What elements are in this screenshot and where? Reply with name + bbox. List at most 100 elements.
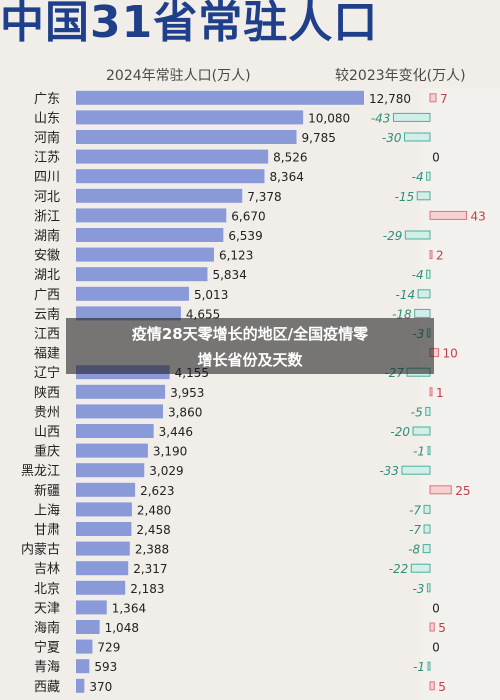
population-value-label: 2,183 <box>130 582 164 596</box>
change-bar-decrease <box>425 406 431 416</box>
chart-title: 中国31省常驻人口 <box>0 0 379 48</box>
change-value-label: -3 <box>412 582 424 596</box>
change-value-label: -18 <box>392 307 412 321</box>
population-bar <box>76 678 85 693</box>
change-value-label: 1 <box>436 386 444 400</box>
population-value-label: 593 <box>94 660 117 674</box>
province-label: 安徽 <box>34 249 60 264</box>
population-bar <box>76 443 148 458</box>
population-value-label: 2,317 <box>133 562 167 576</box>
population-value-label: 2,458 <box>136 523 170 537</box>
population-value-label: 4,655 <box>186 307 220 321</box>
change-value-label: 25 <box>455 484 470 498</box>
province-label: 天津 <box>34 601 60 616</box>
province-label: 湖南 <box>34 228 60 244</box>
change-value-label: -22 <box>389 562 409 576</box>
change-bar-decrease <box>426 583 431 593</box>
change-value-label: 7 <box>440 92 448 106</box>
change-value-label: 10 <box>443 347 458 361</box>
population-bar <box>76 267 208 282</box>
population-value-label: 3,860 <box>168 405 202 419</box>
province-label: 江苏 <box>34 150 60 166</box>
overlay-line-2: 增长省份及天数 <box>197 351 303 369</box>
province-label: 贵州 <box>34 405 60 420</box>
province-label: 辽宁 <box>34 365 60 381</box>
province-label: 新疆 <box>34 483 60 499</box>
province-label: 广东 <box>34 92 60 107</box>
overlay-caption: 疫情28天零增长的地区/全国疫情零 增长省份及天数 <box>66 318 434 374</box>
population-bar <box>76 522 132 536</box>
change-bar-decrease <box>412 426 431 436</box>
population-bar <box>76 541 130 556</box>
population-bar <box>76 130 297 144</box>
population-bar <box>76 149 269 164</box>
population-value-label: 5,013 <box>194 288 228 302</box>
province-label: 内蒙古 <box>21 542 60 558</box>
change-value-label: -4 <box>412 268 424 282</box>
population-value-label: 5,834 <box>212 268 246 282</box>
change-bar-increase <box>429 93 437 103</box>
population-value-label: 8,526 <box>273 151 307 165</box>
change-value-label: -20 <box>390 425 410 439</box>
change-value-label: 0 <box>432 641 440 655</box>
change-value-label: 0 <box>432 151 440 165</box>
population-bar <box>76 247 214 262</box>
population-bar <box>76 502 132 517</box>
change-bar-increase <box>429 387 433 397</box>
population-value-label: 8,364 <box>269 170 303 184</box>
province-label: 四川 <box>34 170 60 185</box>
change-bar-decrease <box>392 112 431 122</box>
population-value-label: 2,480 <box>137 503 171 517</box>
change-column-background <box>420 88 500 700</box>
population-bar <box>76 169 265 184</box>
change-value-label: -14 <box>395 288 415 302</box>
change-bar-decrease <box>423 524 431 534</box>
overlay-line-1: 疫情28天零增长的地区/全国疫情零 <box>131 325 369 343</box>
population-value-label: 3,953 <box>170 386 204 400</box>
population-value-label: 6,670 <box>231 209 265 223</box>
change-column-header: 较2023年变化(万人) <box>335 68 466 84</box>
change-bar-increase <box>429 210 468 220</box>
population-value-label: 3,190 <box>153 445 187 459</box>
province-label: 广西 <box>34 288 60 303</box>
population-value-label: 370 <box>89 680 112 694</box>
population-value-label: 6,539 <box>228 229 262 243</box>
change-value-label: -15 <box>395 190 415 204</box>
change-value-label: -43 <box>371 111 391 125</box>
province-label: 云南 <box>34 306 60 322</box>
province-label: 湖北 <box>34 268 60 283</box>
population-value-label: 2,623 <box>140 484 174 498</box>
change-bar-decrease <box>423 504 431 514</box>
province-label: 青海 <box>34 660 60 675</box>
change-value-label: -7 <box>409 523 421 537</box>
change-value-label: 2 <box>436 249 444 263</box>
province-label: 西藏 <box>34 680 60 695</box>
province-label: 宁夏 <box>34 640 60 656</box>
population-bar <box>76 561 129 576</box>
population-bar <box>76 639 93 654</box>
population-bar <box>76 286 189 301</box>
change-bar-decrease <box>410 563 431 573</box>
population-column-header: 2024年常驻人口(万人) <box>106 68 251 84</box>
population-bar <box>76 188 243 203</box>
population-bar <box>76 424 154 438</box>
population-value-label: 1,048 <box>105 621 139 635</box>
change-value-label: -8 <box>408 543 420 557</box>
change-value-label: -1 <box>413 445 425 459</box>
population-value-label: 729 <box>97 641 120 655</box>
change-bar-decrease <box>417 289 431 299</box>
province-label: 北京 <box>34 582 60 597</box>
population-value-label: 12,780 <box>369 92 411 106</box>
province-label: 上海 <box>34 503 60 518</box>
change-bar-decrease <box>404 132 431 142</box>
change-bar-increase <box>429 485 452 495</box>
population-bar <box>76 620 100 634</box>
population-value-label: 3,446 <box>159 425 193 439</box>
population-value-label: 10,080 <box>308 111 350 125</box>
change-bar-decrease <box>401 465 431 475</box>
population-bar <box>76 482 136 497</box>
population-bar <box>76 600 107 615</box>
province-label: 河南 <box>34 130 60 146</box>
change-value-label: 0 <box>432 601 440 615</box>
